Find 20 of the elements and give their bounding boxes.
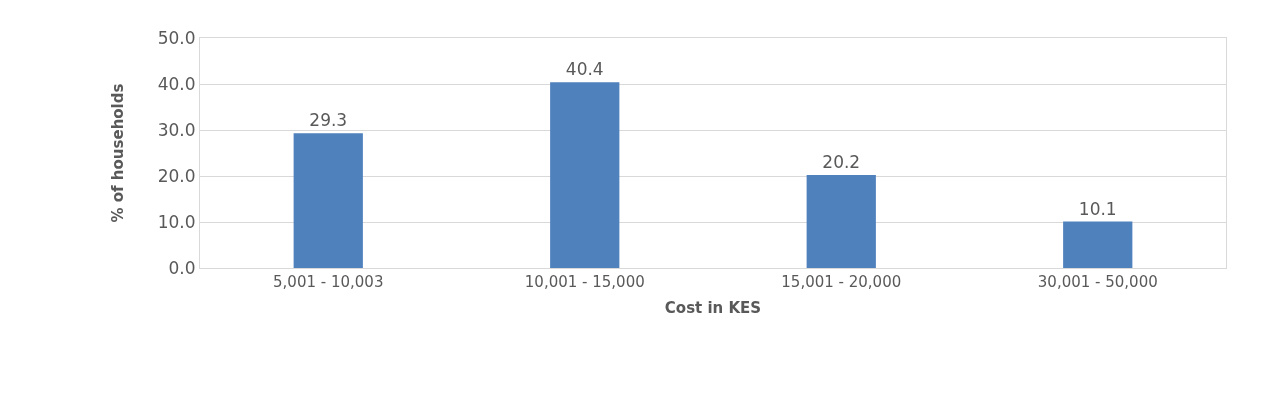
bar	[1063, 221, 1133, 268]
bar	[293, 133, 363, 268]
x-tick-label: 10,001 - 15,000	[524, 273, 645, 291]
y-tick-label: 20.0	[157, 165, 196, 186]
y-tick-label: 40.0	[157, 73, 196, 94]
x-axis-title: Cost in KES	[664, 299, 762, 317]
x-tick-label: 15,001 - 20,000	[781, 273, 902, 291]
data-label: 20.2	[822, 152, 861, 173]
x-tick-label: 5,001 - 10,003	[273, 273, 384, 291]
y-axis-title: % of households	[108, 83, 127, 223]
data-label: 10.1	[1078, 198, 1117, 219]
data-label: 29.3	[309, 110, 348, 131]
x-tick-label: 30,001 - 50,000	[1037, 273, 1158, 291]
y-tick-label: 50.0	[157, 27, 196, 48]
bar	[550, 82, 620, 268]
y-tick-label: 30.0	[157, 119, 196, 140]
y-tick-label: 10.0	[157, 211, 196, 232]
bar	[806, 175, 876, 268]
y-tick-label: 0.0	[168, 257, 196, 278]
data-label: 40.4	[565, 59, 604, 80]
